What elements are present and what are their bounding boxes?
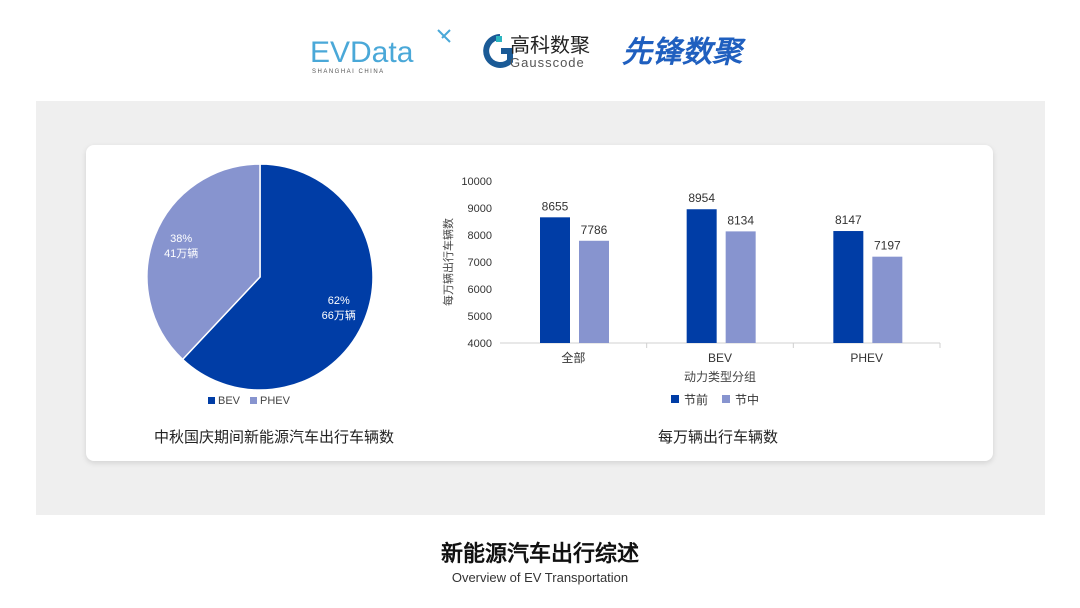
evdata-logo-text: EVData: [310, 36, 414, 69]
legend-label: 节前: [684, 392, 708, 407]
x-tick-label: PHEV: [850, 351, 883, 365]
gausscode-logo-mark-icon: [483, 34, 513, 68]
gausscode-logo-en-text: Gausscode: [510, 55, 585, 70]
slice-percent-label: 62%: [328, 295, 350, 307]
page-subtitle: Overview of EV Transportation: [451, 570, 629, 585]
evdata-logo-subtext: SHANGHAI CHINA: [312, 69, 385, 75]
page-title: 新能源汽车出行综述: [440, 542, 639, 567]
data-label: 7786: [581, 223, 608, 237]
logo-bar: EVData SHANGHAI CHINA 高科数聚 Gausscode 先锋数…: [0, 0, 1080, 90]
bar-title: 每万辆出行车辆数: [658, 429, 778, 446]
pie-slice-phev: [146, 163, 261, 361]
x-tick-label: 全部: [561, 350, 585, 365]
slice-value-label: 66万辆: [322, 308, 356, 322]
legend-swatch: [722, 395, 730, 403]
pie-chart: 62%66万辆 38%41万辆 BEV PHEV: [146, 163, 374, 407]
y-tick-label: 7000: [468, 257, 492, 269]
y-tick-label: 5000: [468, 311, 492, 323]
legend-swatch: [250, 397, 257, 404]
legend-swatch: [208, 397, 215, 404]
legend-label: PHEV: [260, 395, 291, 407]
bar-0-2: [833, 231, 864, 343]
legend-label: BEV: [218, 395, 241, 407]
gausscode-logo-cn-text: 高科数聚: [510, 34, 590, 57]
slice-value-label: 41万辆: [164, 246, 198, 260]
y-tick-label: 10000: [461, 176, 492, 188]
legend-label: 节中: [735, 392, 759, 407]
pie-slice-bev: [181, 163, 374, 391]
evdata-logo-mark-icon: [437, 29, 451, 43]
data-label: 8134: [727, 213, 754, 227]
gausscode-logo-square-icon: [496, 36, 502, 42]
xianfeng-logo: 先锋数聚: [622, 36, 746, 69]
y-tick-label: 6000: [468, 284, 492, 296]
slice-percent-label: 38%: [170, 233, 192, 245]
bar-0-1: [686, 209, 717, 343]
y-tick-label: 9000: [468, 203, 492, 215]
data-label: 8655: [542, 199, 569, 213]
x-axis-title: 动力类型分组: [684, 370, 756, 384]
bar-1-0: [579, 240, 609, 343]
evdata-logo: EVData SHANGHAI CHINA: [310, 29, 451, 75]
logos: EVData SHANGHAI CHINA 高科数聚 Gausscode 先锋数…: [310, 29, 746, 75]
y-tick-label: 4000: [468, 338, 492, 350]
data-label: 7197: [874, 239, 901, 253]
data-label: 8954: [688, 191, 715, 205]
y-axis-title: 每万辆出行车辆数: [441, 218, 455, 306]
bar-0-0: [540, 217, 570, 343]
y-tick-label: 8000: [468, 230, 492, 242]
bar-1-2: [872, 256, 903, 343]
pie-title: 中秋国庆期间新能源汽车出行车辆数: [154, 429, 394, 446]
gausscode-logo: 高科数聚 Gausscode: [483, 34, 590, 70]
bar-1-1: [725, 231, 756, 343]
x-tick-label: BEV: [708, 351, 732, 365]
bar-chart: 4000 5000 6000 7000 8000 9000 10000 全部 8655 7786 B…: [441, 176, 941, 407]
data-label: 8147: [835, 213, 862, 227]
legend-swatch: [671, 395, 679, 403]
